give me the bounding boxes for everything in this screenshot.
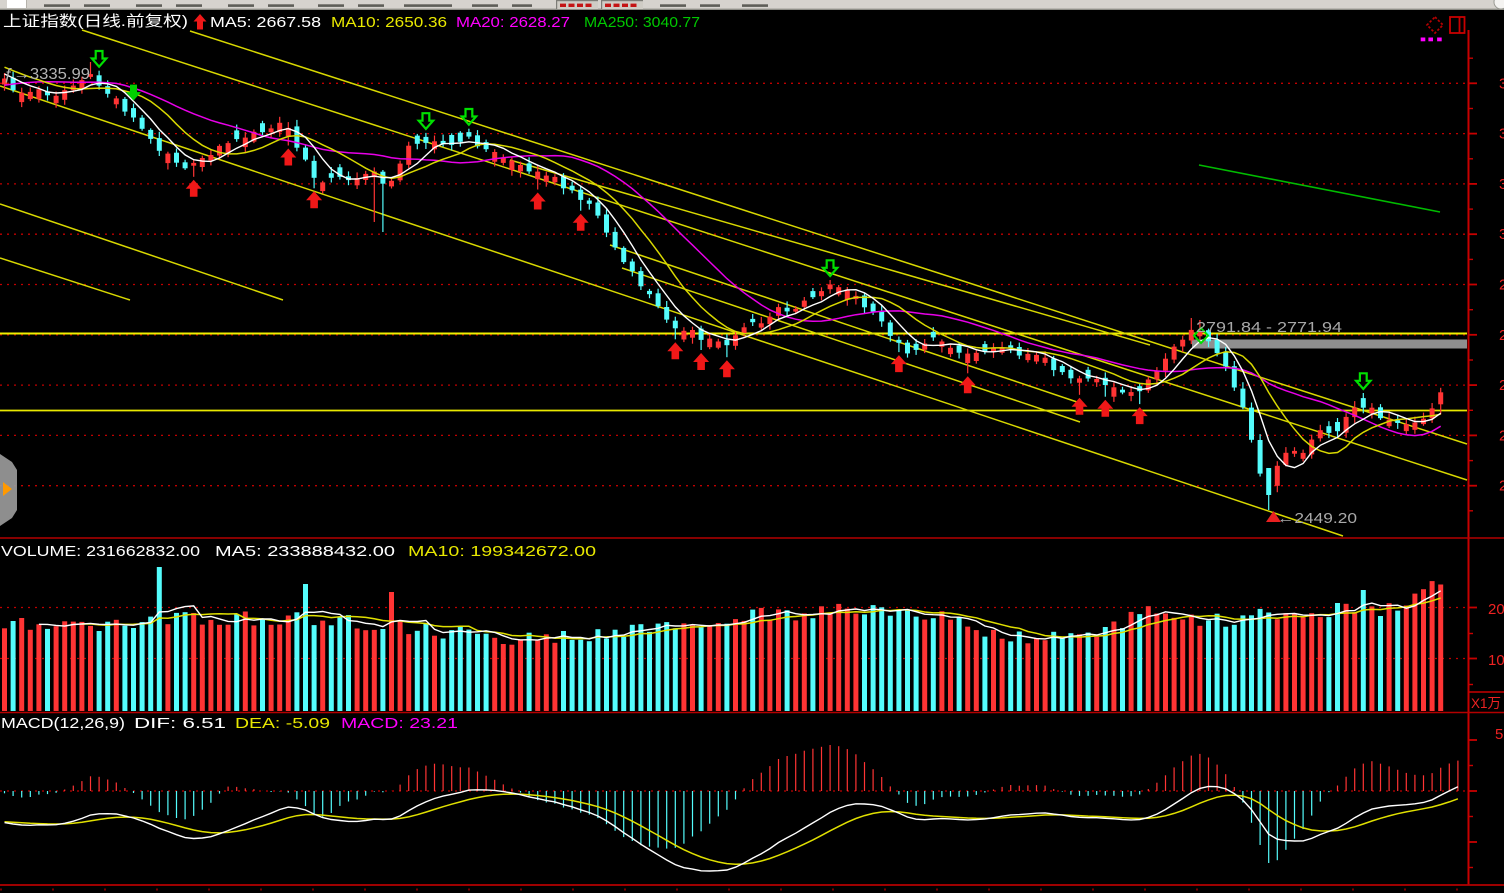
svg-text:MA10: 199342672.00: MA10: 199342672.00 — [408, 543, 596, 560]
svg-text:X1万: X1万 — [1471, 695, 1501, 711]
svg-text:VOLUME: 231662832.00: VOLUME: 231662832.00 — [1, 543, 200, 560]
svg-text:3000: 3000 — [1499, 226, 1504, 243]
svg-text:MA5: 233888432.00: MA5: 233888432.00 — [215, 543, 395, 560]
svg-text:MA250: 3040.77: MA250: 3040.77 — [584, 14, 700, 31]
svg-text:5: 5 — [1495, 726, 1503, 743]
svg-text:2791.84 - 2771.94: 2791.84 - 2771.94 — [1196, 319, 1342, 336]
svg-text:上证指数(日线.前复权): 上证指数(日线.前复权) — [3, 12, 188, 30]
svg-text:3200: 3200 — [1499, 126, 1504, 143]
svg-text:DIF: 6.51: DIF: 6.51 — [134, 715, 226, 732]
svg-text:2600: 2600 — [1499, 427, 1504, 444]
svg-text:2700: 2700 — [1499, 377, 1504, 394]
svg-text:2800: 2800 — [1499, 327, 1504, 344]
svg-text:ƒ→3335.99: ƒ→3335.99 — [4, 66, 90, 83]
svg-text:MACD: 23.21: MACD: 23.21 — [341, 715, 458, 732]
svg-text:10: 10 — [1488, 652, 1504, 669]
svg-text:3300: 3300 — [1499, 75, 1504, 92]
svg-text:MA5: 2667.58: MA5: 2667.58 — [210, 14, 321, 31]
svg-text:MA20: 2628.27: MA20: 2628.27 — [456, 14, 570, 31]
svg-text:MA10: 2650.36: MA10: 2650.36 — [331, 14, 447, 31]
svg-text:MACD(12,26,9): MACD(12,26,9) — [1, 715, 125, 732]
svg-text:3100: 3100 — [1499, 176, 1504, 193]
svg-text:DEA: -5.09: DEA: -5.09 — [235, 715, 330, 732]
svg-text:20: 20 — [1488, 601, 1504, 618]
svg-text:←2449.20: ←2449.20 — [1277, 510, 1357, 527]
svg-text:2900: 2900 — [1499, 277, 1504, 294]
svg-text:2500: 2500 — [1499, 478, 1504, 495]
